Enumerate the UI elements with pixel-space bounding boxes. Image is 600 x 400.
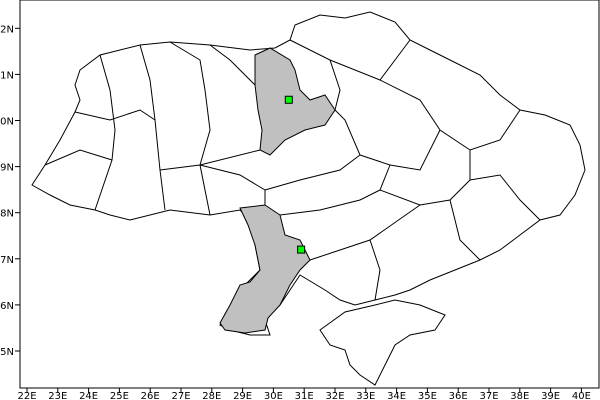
crimea-outline [319,299,446,386]
y-tick-label: 47N [0,255,14,266]
y-tick-label: 49N [0,163,14,174]
x-tick-label: 37E [479,391,498,400]
x-tick-label: 39E [541,391,560,400]
region-odesa-highlight [219,204,311,334]
x-tick-label: 29E [233,391,252,400]
x-tick-label: 34E [387,391,406,400]
x-tick-label: 28E [202,391,221,400]
markers [284,95,306,254]
x-tick-label: 30E [264,391,283,400]
x-tick-label: 23E [48,391,67,400]
x-tick-label: 38E [510,391,529,400]
x-tick-label: 26E [141,391,160,400]
y-tick-label: 51N [0,70,14,81]
x-tick-label: 27E [171,391,190,400]
x-tick-label: 33E [356,391,375,400]
y-tick-label: 52N [0,24,14,35]
x-tick-label: 31E [295,391,314,400]
x-tick-label: 24E [79,391,98,400]
x-axis: 22E 23E 24E 25E 26E 27E 28E 29E 30E 31E 32E 33E 34E 3… [17,388,591,400]
location-marker[interactable] [297,245,306,254]
x-tick-label: 40E [572,391,591,400]
y-axis: 52N 51N 50N 49N 48N 47N 46N 45N [0,24,20,358]
x-tick-label: 36E [449,391,468,400]
x-tick-label: 35E [418,391,437,400]
y-tick-label: 50N [0,117,14,128]
region-boundaries [44,39,541,301]
region-kyiv-highlight [254,47,336,156]
y-tick-label: 45N [0,347,14,358]
location-marker[interactable] [284,95,293,104]
x-tick-label: 25E [110,391,129,400]
y-tick-label: 46N [0,301,14,312]
x-tick-label: 32E [325,391,344,400]
x-tick-label: 22E [17,391,36,400]
y-tick-label: 48N [0,209,14,220]
